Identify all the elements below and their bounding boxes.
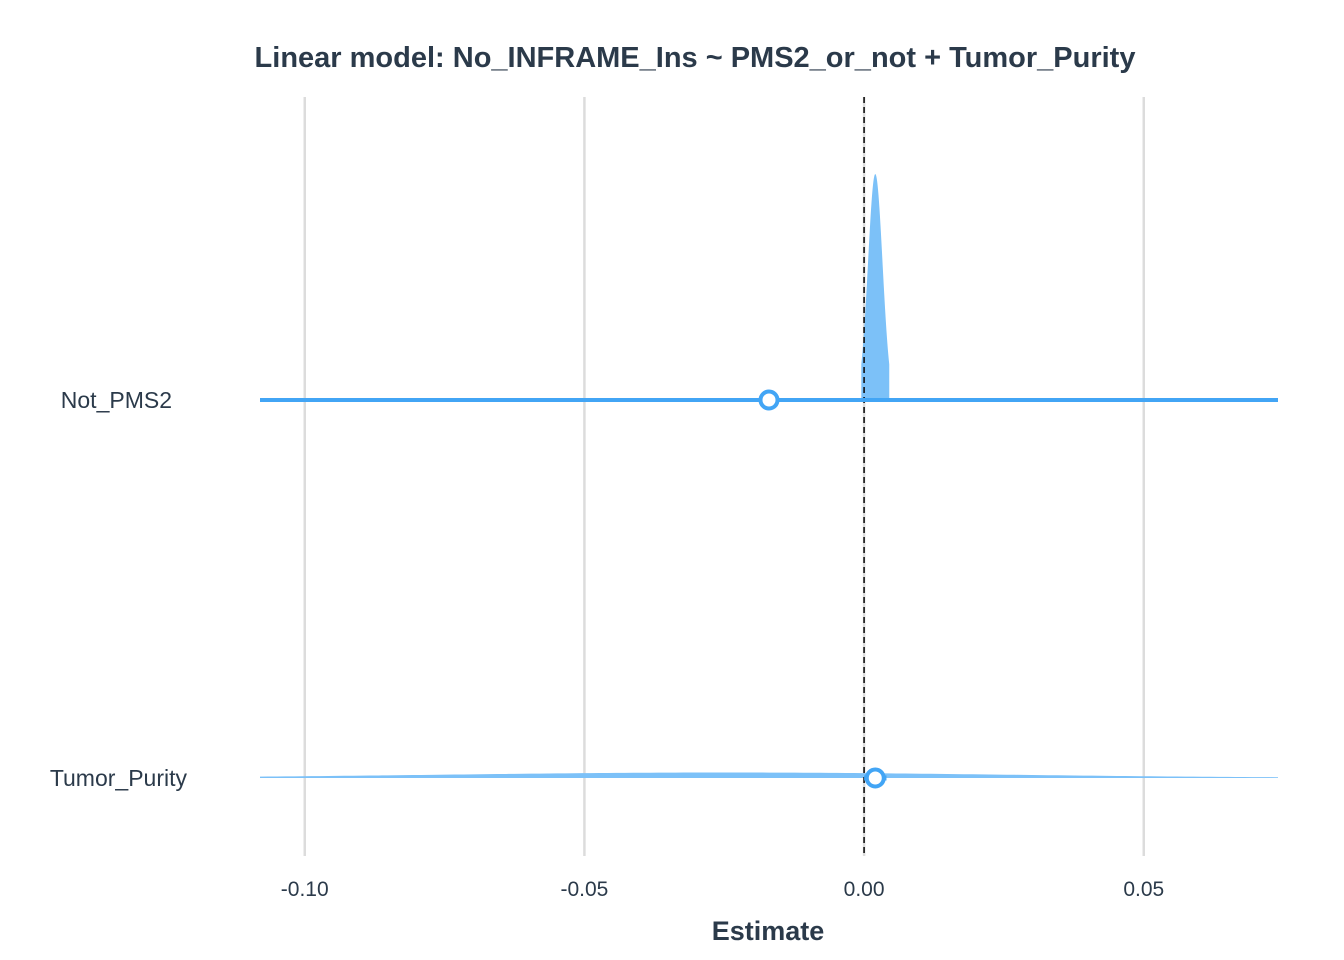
estimate-point-Not_PMS2 — [758, 389, 780, 411]
density-Not_PMS2 — [861, 174, 890, 400]
x-tick-label-3: 0.05 — [1123, 878, 1164, 901]
x-tick-label-0: -0.10 — [281, 878, 329, 901]
term-label-Tumor_Purity: Tumor_Purity — [50, 765, 188, 791]
grid-lines — [303, 97, 1146, 856]
point-layer — [758, 389, 886, 789]
x-axis-label: Estimate — [712, 916, 825, 946]
term-labels: Not_PMS2 Tumor_Purity — [50, 387, 188, 791]
term-label-Not_PMS2: Not_PMS2 — [61, 387, 172, 413]
density-Tumor_Purity — [260, 772, 1278, 778]
x-tick-label-1: -0.05 — [560, 878, 608, 901]
estimate-point-Tumor_Purity — [864, 767, 886, 789]
x-tick-labels: -0.10 -0.05 0.00 0.05 — [281, 878, 1164, 901]
ci-layer — [260, 398, 1278, 781]
x-tick-label-2: 0.00 — [844, 878, 885, 901]
chart-title: Linear model: No_INFRAME_Ins ~ PMS2_or_n… — [255, 42, 1136, 74]
density-layer — [260, 174, 1278, 778]
